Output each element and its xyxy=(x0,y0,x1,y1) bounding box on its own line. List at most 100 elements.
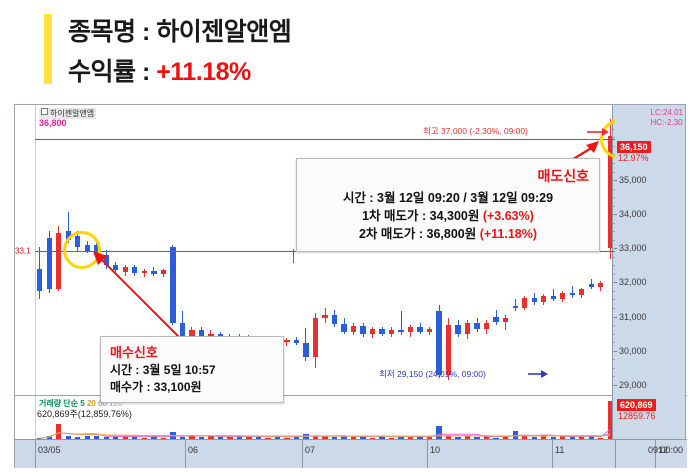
candle-body xyxy=(579,289,585,296)
date-tick-label: 10 xyxy=(430,445,441,455)
price-minor-tick xyxy=(613,163,615,164)
sell-price-line xyxy=(35,139,615,140)
volume-bar xyxy=(550,436,556,440)
date-tick-label: 12 xyxy=(658,445,669,455)
candle-body xyxy=(322,314,328,319)
candle-body xyxy=(303,342,309,358)
volume-bar xyxy=(417,435,423,440)
price-minor-tick xyxy=(613,350,615,352)
volume-plot-area xyxy=(35,396,615,440)
price-minor-tick xyxy=(613,205,615,207)
candle-body xyxy=(170,246,176,324)
price-minor-tick xyxy=(613,282,615,284)
price-axis: LC:24.01 HC:-2.30 36,150 12.97% 35,000 34… xyxy=(612,105,685,439)
candle-body xyxy=(312,318,319,358)
price-minor-tick xyxy=(613,342,615,344)
volume-bar xyxy=(522,435,528,440)
price-minor-tick xyxy=(613,171,615,173)
price-minor-tick xyxy=(613,265,615,267)
volume-bar xyxy=(541,436,547,440)
candle-wick xyxy=(514,299,516,312)
volume-bar xyxy=(84,436,90,440)
candle-body xyxy=(436,311,442,375)
volume-bar xyxy=(331,436,338,440)
volume-bar xyxy=(217,436,224,440)
date-tick-separator xyxy=(302,440,303,468)
candle-body xyxy=(550,296,556,300)
volume-bar xyxy=(293,435,300,440)
sell-signal-time: 시간 : 3월 12일 09:20 / 3월 12일 09:29 xyxy=(342,191,554,205)
volume-bar xyxy=(75,436,81,440)
candle-body xyxy=(132,267,138,273)
candle-body xyxy=(455,325,461,335)
series-current-price: 36,800 xyxy=(39,118,67,128)
volume-bar xyxy=(426,436,433,440)
volume-bar xyxy=(236,435,243,440)
sell-price1-pct: (+3.63%) xyxy=(482,209,534,224)
date-tick-separator xyxy=(655,440,656,468)
sell-price2-label: 2차 매도가 : 36,800원 xyxy=(358,227,480,242)
volume-bar xyxy=(502,435,509,440)
candle-body xyxy=(464,323,471,335)
volume-bar xyxy=(189,435,195,440)
price-minor-tick xyxy=(613,188,615,190)
volume-bar xyxy=(607,400,613,440)
price-minor-tick xyxy=(613,231,615,233)
price-minor-tick xyxy=(613,256,615,258)
candle-body xyxy=(189,330,195,337)
volume-ma-20: 20 xyxy=(86,399,96,408)
volume-axis-badge: 620,869 xyxy=(617,399,656,411)
price-tick: 31,000 xyxy=(613,311,647,322)
buy-signal-time: 시간 : 3월 5일 10:57 xyxy=(110,363,216,377)
candle-body xyxy=(141,270,147,273)
candle-body xyxy=(407,327,414,332)
date-tick-separator xyxy=(35,440,36,468)
candle-body xyxy=(598,283,604,287)
volume-bar xyxy=(56,424,62,440)
candle-body xyxy=(398,330,404,332)
date-tick-label: 03/05 xyxy=(38,445,61,455)
volume-bar xyxy=(436,425,442,440)
price-minor-tick xyxy=(613,197,615,199)
price-minor-tick xyxy=(613,367,615,369)
date-tick-separator xyxy=(615,440,616,468)
candle-body xyxy=(46,238,52,290)
profit-rate-value: +11.18% xyxy=(156,58,251,86)
volume-bar xyxy=(208,436,214,440)
candle-body xyxy=(179,323,186,337)
candle-body xyxy=(350,326,357,332)
volume-bar xyxy=(122,437,128,440)
volume-bar xyxy=(274,435,281,440)
volume-ma-60: 60 xyxy=(98,399,107,408)
candle-body xyxy=(360,326,366,335)
volume-bar xyxy=(312,436,319,440)
candle-wick xyxy=(552,289,554,302)
candle-body xyxy=(331,314,338,325)
candle-body xyxy=(369,329,376,335)
candle-wick xyxy=(571,285,573,298)
candle-body xyxy=(541,296,547,303)
candle-body xyxy=(37,268,43,291)
volume-bar xyxy=(360,435,366,440)
volume-bar xyxy=(407,437,414,440)
candle-body xyxy=(113,265,119,271)
candle-wick xyxy=(505,314,507,331)
volume-bar xyxy=(445,436,452,440)
candle-wick xyxy=(67,212,69,244)
sell-box-connector xyxy=(293,249,294,263)
buy-signal-price: 매수가 : 33,100원 xyxy=(110,379,202,394)
axis-end-time: 09:00:00 xyxy=(647,445,683,455)
volume-bar xyxy=(46,435,52,440)
sell-signal-price2: 2차 매도가 : 36,800원 (+11.18%) xyxy=(307,225,589,243)
candle-body xyxy=(417,327,423,332)
price-minor-tick xyxy=(613,214,615,216)
volume-bar xyxy=(113,435,119,440)
price-minor-tick xyxy=(613,248,615,250)
candle-body xyxy=(474,323,480,330)
candle-wick xyxy=(400,311,402,336)
volume-bar xyxy=(94,436,100,440)
price-tick: 35,000 xyxy=(613,175,647,186)
volume-bar xyxy=(179,437,186,440)
volume-axis-badge-sub: 12859.76 xyxy=(618,411,656,421)
price-minor-tick xyxy=(613,299,615,301)
